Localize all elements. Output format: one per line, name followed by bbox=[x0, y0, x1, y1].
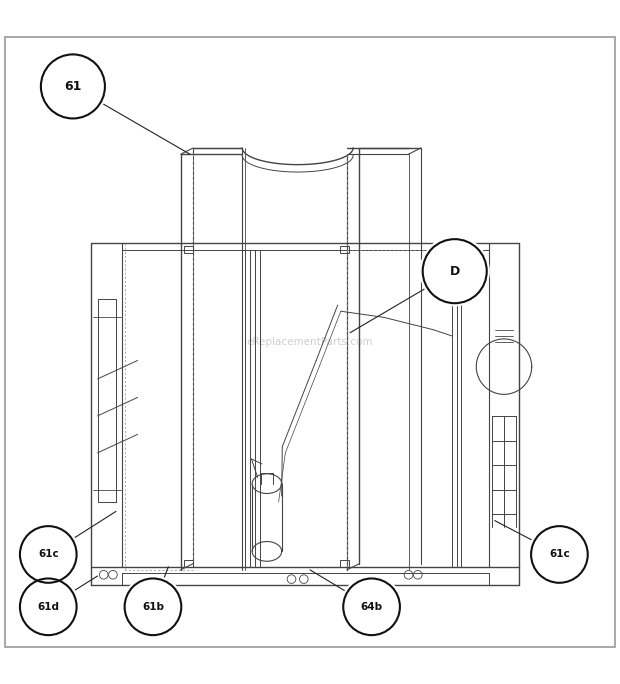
Circle shape bbox=[17, 524, 79, 586]
Text: 61c: 61c bbox=[38, 549, 59, 560]
Bar bbox=[340, 560, 349, 568]
Text: 61b: 61b bbox=[142, 602, 164, 611]
Bar bbox=[184, 560, 193, 568]
Bar bbox=[340, 246, 349, 253]
Circle shape bbox=[341, 576, 402, 637]
Text: 61d: 61d bbox=[37, 602, 60, 611]
Text: D: D bbox=[450, 265, 460, 278]
Text: 61: 61 bbox=[64, 80, 82, 93]
Circle shape bbox=[420, 237, 489, 306]
Circle shape bbox=[17, 576, 79, 637]
Bar bbox=[184, 246, 193, 253]
Text: 61c: 61c bbox=[549, 549, 570, 560]
Circle shape bbox=[529, 524, 590, 586]
Circle shape bbox=[38, 52, 107, 121]
Text: 64b: 64b bbox=[360, 602, 383, 611]
Text: eReplacementParts.com: eReplacementParts.com bbox=[247, 337, 373, 347]
Circle shape bbox=[122, 576, 184, 637]
